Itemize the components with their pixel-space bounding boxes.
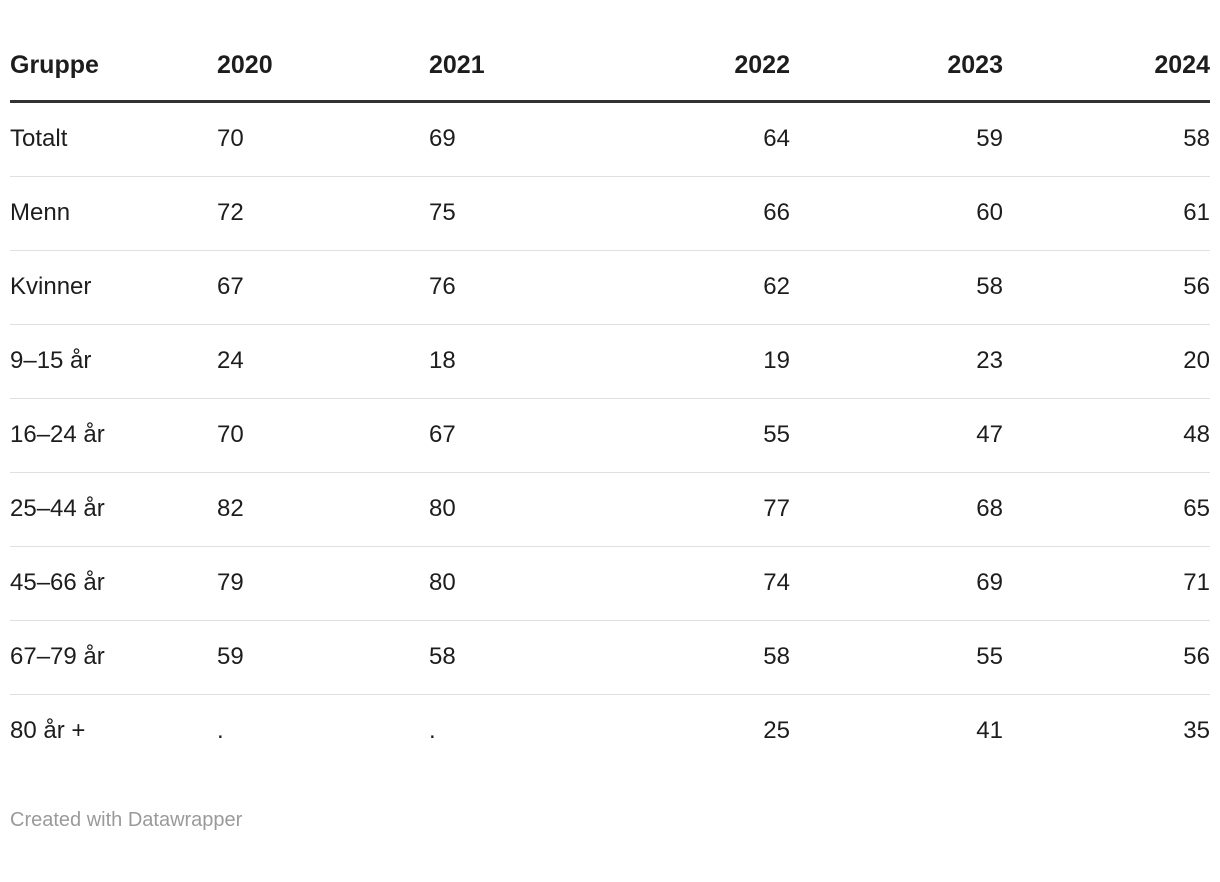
cell: 24 <box>217 324 429 399</box>
cell: 76 <box>429 250 569 325</box>
row-label: 45–66 år <box>10 546 217 621</box>
cell: 68 <box>790 472 1003 547</box>
cell: 74 <box>569 546 790 621</box>
table-row: Totalt 70 69 64 59 58 <box>10 101 1210 177</box>
cell: 25 <box>763 717 790 744</box>
cell: 72 <box>217 176 429 251</box>
cell: 23 <box>790 324 1003 399</box>
data-table: Gruppe 2020 2021 2022 2023 2024 Totalt 70 69 64 5… <box>10 40 1210 768</box>
cell: 18 <box>429 324 569 399</box>
cell: 69 <box>790 546 1003 621</box>
cell: 80 <box>429 546 569 621</box>
cell: 67 <box>217 250 429 325</box>
row-label: 80 år + <box>10 717 86 744</box>
cell: . <box>217 717 224 744</box>
cell: 67 <box>429 398 569 473</box>
cell: 66 <box>569 176 790 251</box>
cell: 58 <box>429 620 569 695</box>
table-row: 80 år +.. 25 41 35 <box>10 695 1210 769</box>
cell: 70 <box>217 101 429 177</box>
cell: 80 <box>429 472 569 547</box>
cell: 48 <box>1003 398 1210 473</box>
cell: 71 <box>1003 546 1210 621</box>
cell: 20 <box>1003 324 1210 399</box>
cell: 58 <box>569 620 790 695</box>
row-label: 16–24 år <box>10 398 217 473</box>
table-row: Kvinner 67 76 62 58 56 <box>10 250 1210 325</box>
cell: 47 <box>790 398 1003 473</box>
cell: 79 <box>217 546 429 621</box>
table-row: 16–24 år 70 67 55 47 48 <box>10 398 1210 473</box>
table-header-row: Gruppe 2020 2021 2022 2023 2024 <box>10 40 1210 103</box>
row-label: 25–44 år <box>10 472 217 547</box>
cell: 55 <box>790 620 1003 695</box>
cell: 62 <box>569 250 790 325</box>
row-label: Kvinner <box>10 250 217 325</box>
cell: 41 <box>976 717 1003 744</box>
cell: 70 <box>217 398 429 473</box>
table-row: 25–44 år 82 80 77 68 65 <box>10 472 1210 547</box>
datawrapper-table-page: Gruppe 2020 2021 2022 2023 2024 Totalt 70 69 64 5… <box>0 40 1220 832</box>
row-label: 67–79 år <box>10 620 217 695</box>
table-row: 67–79 år 59 58 58 55 56 <box>10 620 1210 695</box>
column-header-2024: 2024 <box>1003 40 1210 103</box>
cell: 69 <box>429 101 569 177</box>
attribution: Created with Datawrapper <box>10 809 243 831</box>
cell: 60 <box>790 176 1003 251</box>
table-row: 9–15 år 24 18 19 23 20 <box>10 324 1210 399</box>
column-header-2022: 2022 <box>569 40 790 103</box>
column-header-2023: 2023 <box>790 40 1003 103</box>
column-header-2021: 2021 <box>429 40 569 103</box>
cell: 77 <box>569 472 790 547</box>
cell: 82 <box>217 472 429 547</box>
cell: 59 <box>790 101 1003 177</box>
cell: . <box>429 717 436 744</box>
table-row: 45–66 år 79 80 74 69 71 <box>10 546 1210 621</box>
cell: 19 <box>569 324 790 399</box>
row-label: 9–15 år <box>10 324 217 399</box>
column-header-2020: 2020 <box>217 40 429 103</box>
cell: 64 <box>569 101 790 177</box>
column-header-gruppe: Gruppe <box>10 40 217 103</box>
cell: 58 <box>1003 101 1210 177</box>
table-body: Totalt 70 69 64 59 58 Menn 72 75 66 60 61 Kvinner 67 7… <box>10 101 1210 769</box>
cell: 35 <box>1183 717 1210 744</box>
cell: 56 <box>1003 620 1210 695</box>
table-header: Gruppe 2020 2021 2022 2023 2024 <box>10 40 1210 103</box>
cell: 59 <box>217 620 429 695</box>
row-label: Totalt <box>10 101 217 177</box>
cell: 58 <box>790 250 1003 325</box>
cell: 55 <box>569 398 790 473</box>
cell: 56 <box>1003 250 1210 325</box>
table-row: Menn 72 75 66 60 61 <box>10 176 1210 251</box>
row-label: Menn <box>10 176 217 251</box>
cell: 65 <box>1003 472 1210 547</box>
cell: 61 <box>1003 176 1210 251</box>
cell: 75 <box>429 176 569 251</box>
